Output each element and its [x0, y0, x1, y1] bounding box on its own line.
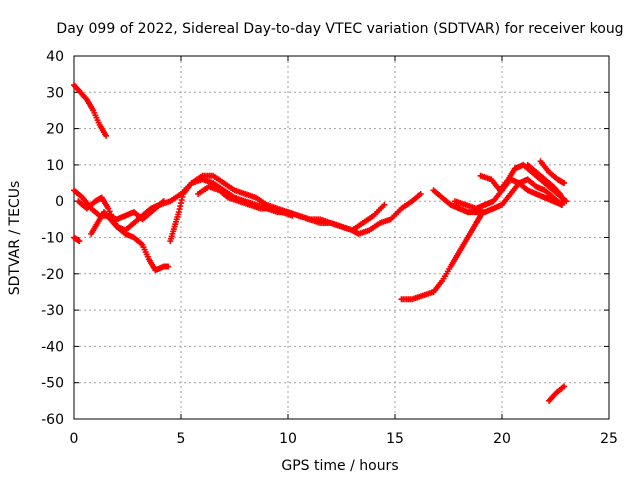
y-tick-label: -50 [41, 376, 64, 392]
data-point [561, 180, 568, 187]
series-arc-2 [71, 234, 83, 245]
y-tick-label: -60 [41, 412, 64, 428]
data-point [105, 205, 112, 212]
y-tick-label: 40 [46, 49, 64, 65]
y-tick-label: 30 [46, 85, 64, 101]
grid [74, 56, 609, 419]
series-arc-1 [71, 82, 110, 139]
series-arc-5 [88, 198, 167, 237]
series-arc-14 [546, 383, 568, 404]
data-point [76, 238, 83, 245]
x-tick-label: 15 [386, 431, 404, 447]
x-tick-label: 10 [279, 431, 297, 447]
x-tick-label: 20 [493, 431, 511, 447]
data-point [561, 198, 568, 205]
x-axis-label: GPS time / hours [281, 458, 398, 474]
x-axis: 0 5 10 15 20 25 [70, 56, 618, 447]
y-tick-label: -40 [41, 339, 64, 355]
x-tick-label: 5 [177, 431, 186, 447]
data-point [103, 132, 110, 139]
data-point [160, 198, 167, 205]
data-point [561, 383, 568, 390]
x-tick-label: 0 [70, 431, 79, 447]
series-arc-9 [430, 176, 565, 216]
data-point [106, 208, 113, 215]
x-tick-label: 25 [600, 431, 618, 447]
series-arc-8 [398, 212, 484, 303]
y-tick-label: 0 [55, 194, 64, 210]
series-arc-12 [524, 161, 568, 205]
series-arc-4 [75, 194, 172, 274]
y-tick-label: 10 [46, 158, 64, 174]
data-point [165, 263, 172, 270]
data-point [558, 201, 565, 208]
data-points [71, 82, 570, 404]
data-point [381, 201, 388, 208]
series-arc-13 [537, 158, 568, 187]
chart-title: Day 099 of 2022, Sidereal Day-to-day VTE… [56, 21, 623, 37]
y-tick-label: -10 [41, 231, 64, 247]
data-point [417, 190, 424, 197]
y-tick-label: -20 [41, 267, 64, 283]
y-tick-label: -30 [41, 303, 64, 319]
y-tick-label: 20 [46, 122, 64, 138]
series-arc-7 [195, 183, 296, 219]
data-point [289, 212, 296, 219]
y-axis-label: SDTVAR / TECUs [7, 181, 23, 296]
y-axis: -60 -50 -40 -30 -20 -10 0 10 20 30 40 [41, 49, 609, 428]
